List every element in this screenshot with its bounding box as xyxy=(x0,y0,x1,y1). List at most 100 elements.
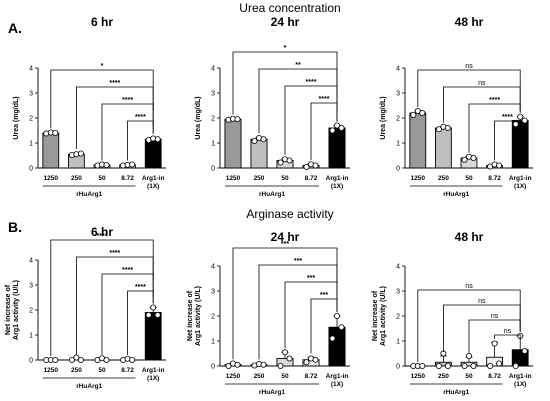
x-tick-label: 250 xyxy=(71,175,82,182)
data-point xyxy=(303,359,310,366)
significance-bracket xyxy=(494,120,521,161)
bar xyxy=(328,127,346,169)
data-point xyxy=(517,113,524,120)
data-point xyxy=(410,112,417,119)
y-tick-label: 1 xyxy=(396,339,400,346)
x-tick-label: 8.72 xyxy=(488,373,501,380)
data-point xyxy=(52,356,59,363)
y-tick-label: 1 xyxy=(396,141,400,148)
group-label: rHuArg1 xyxy=(76,383,102,390)
bar xyxy=(328,326,346,367)
significance-bracket xyxy=(443,304,521,352)
data-point xyxy=(512,121,519,128)
x-tick-label: 250 xyxy=(71,367,82,374)
y-tick-label: 3 xyxy=(211,289,215,296)
y-tick-label: 0 xyxy=(29,166,33,173)
panel-title: 6 hr xyxy=(91,225,113,239)
y-axis-label: Urea (mg/dL) xyxy=(13,96,20,139)
y-tick-label: 3 xyxy=(29,91,33,98)
data-point xyxy=(487,362,494,369)
data-point xyxy=(68,356,75,363)
x-tick-label: (1X) xyxy=(331,183,343,190)
significance-label: **** xyxy=(109,250,120,257)
data-point xyxy=(129,356,136,363)
data-point xyxy=(312,162,319,169)
bar xyxy=(42,132,60,169)
significance-label: * xyxy=(284,45,287,52)
y-tick-label: 4 xyxy=(211,264,215,271)
y-tick-label: 0 xyxy=(29,358,33,365)
significance-label: **** xyxy=(135,284,146,291)
y-tick-label: 1 xyxy=(29,141,33,148)
bar xyxy=(511,120,529,169)
data-point xyxy=(145,311,152,318)
data-point xyxy=(435,126,442,133)
data-point xyxy=(419,110,426,117)
x-tick-label: 250 xyxy=(254,175,265,182)
data-point xyxy=(260,361,267,368)
significance-label: **** xyxy=(109,80,120,87)
x-tick-label: 50 xyxy=(98,175,106,182)
data-point xyxy=(286,355,293,362)
y-tick-label: 2 xyxy=(211,314,215,321)
group-label: rHuArg1 xyxy=(259,191,285,198)
data-point xyxy=(333,122,340,129)
panel-title: 6 hr xyxy=(91,15,113,29)
x-tick-label: 50 xyxy=(281,175,289,182)
y-tick-label: 4 xyxy=(396,66,400,73)
chart-panel: 24 hr 0 1 2 3 4 Net increase of Arg1 activity (… xyxy=(187,230,350,396)
y-tick-label: 3 xyxy=(29,283,33,290)
chart-panel: 6 hr 0 1 2 3 4 Urea (mg/dL) 1250 250 50 8.72 Arg1-i… xyxy=(13,15,166,198)
data-point xyxy=(251,137,258,144)
significance-bracket xyxy=(101,103,154,161)
data-point xyxy=(277,362,284,369)
y-tick-label: 0 xyxy=(211,166,215,173)
y-tick-label: 4 xyxy=(211,66,215,73)
data-point xyxy=(338,125,345,132)
chart-panel: 48 hr 0 1 2 3 4 Net increase of Arg1 activity (… xyxy=(372,230,533,396)
x-tick-label: 1250 xyxy=(226,175,241,182)
bar xyxy=(224,118,242,169)
significance-label: **** xyxy=(306,79,317,86)
data-point xyxy=(470,362,477,369)
data-point xyxy=(465,352,472,359)
bar xyxy=(144,312,162,361)
data-point xyxy=(329,335,336,342)
section-b-title: Arginase activity xyxy=(246,207,333,221)
y-axis-label: Arg1 activity (U/L) xyxy=(13,280,20,340)
data-point xyxy=(103,356,110,363)
y-tick-label: 1 xyxy=(211,141,215,148)
data-point xyxy=(277,159,284,166)
significance-label: **** xyxy=(122,97,133,104)
significance-bracket xyxy=(127,290,154,355)
data-point xyxy=(496,162,503,169)
data-point xyxy=(234,116,241,123)
data-point xyxy=(77,356,84,363)
y-axis-label: Arg1 activity (U/L) xyxy=(195,286,202,346)
x-tick-label: 250 xyxy=(254,373,265,380)
significance-label: *** xyxy=(294,258,302,265)
data-point xyxy=(512,362,519,369)
y-tick-label: 0 xyxy=(396,364,400,371)
y-tick-label: 2 xyxy=(29,116,33,123)
significance-label: **** xyxy=(97,233,108,240)
significance-bracket xyxy=(127,120,154,161)
x-tick-label: 50 xyxy=(98,367,106,374)
y-axis-label: Net increase of xyxy=(5,284,12,335)
x-tick-label: (1X) xyxy=(514,183,526,190)
x-tick-label: Arg1-in xyxy=(326,175,349,182)
data-point xyxy=(73,354,80,361)
data-point xyxy=(225,362,232,369)
data-point xyxy=(461,156,468,163)
x-tick-label: (1X) xyxy=(147,183,159,190)
significance-bracket xyxy=(258,264,338,360)
y-tick-label: 2 xyxy=(29,308,33,315)
x-tick-label: Arg1-in xyxy=(326,373,349,380)
y-tick-label: 3 xyxy=(396,289,400,296)
panel-title: 48 hr xyxy=(455,15,484,29)
group-label: rHuArg1 xyxy=(259,389,285,396)
y-axis-label: Net increase of xyxy=(187,290,194,341)
panel-title: 24 hr xyxy=(271,230,300,244)
x-tick-label: 250 xyxy=(438,175,449,182)
